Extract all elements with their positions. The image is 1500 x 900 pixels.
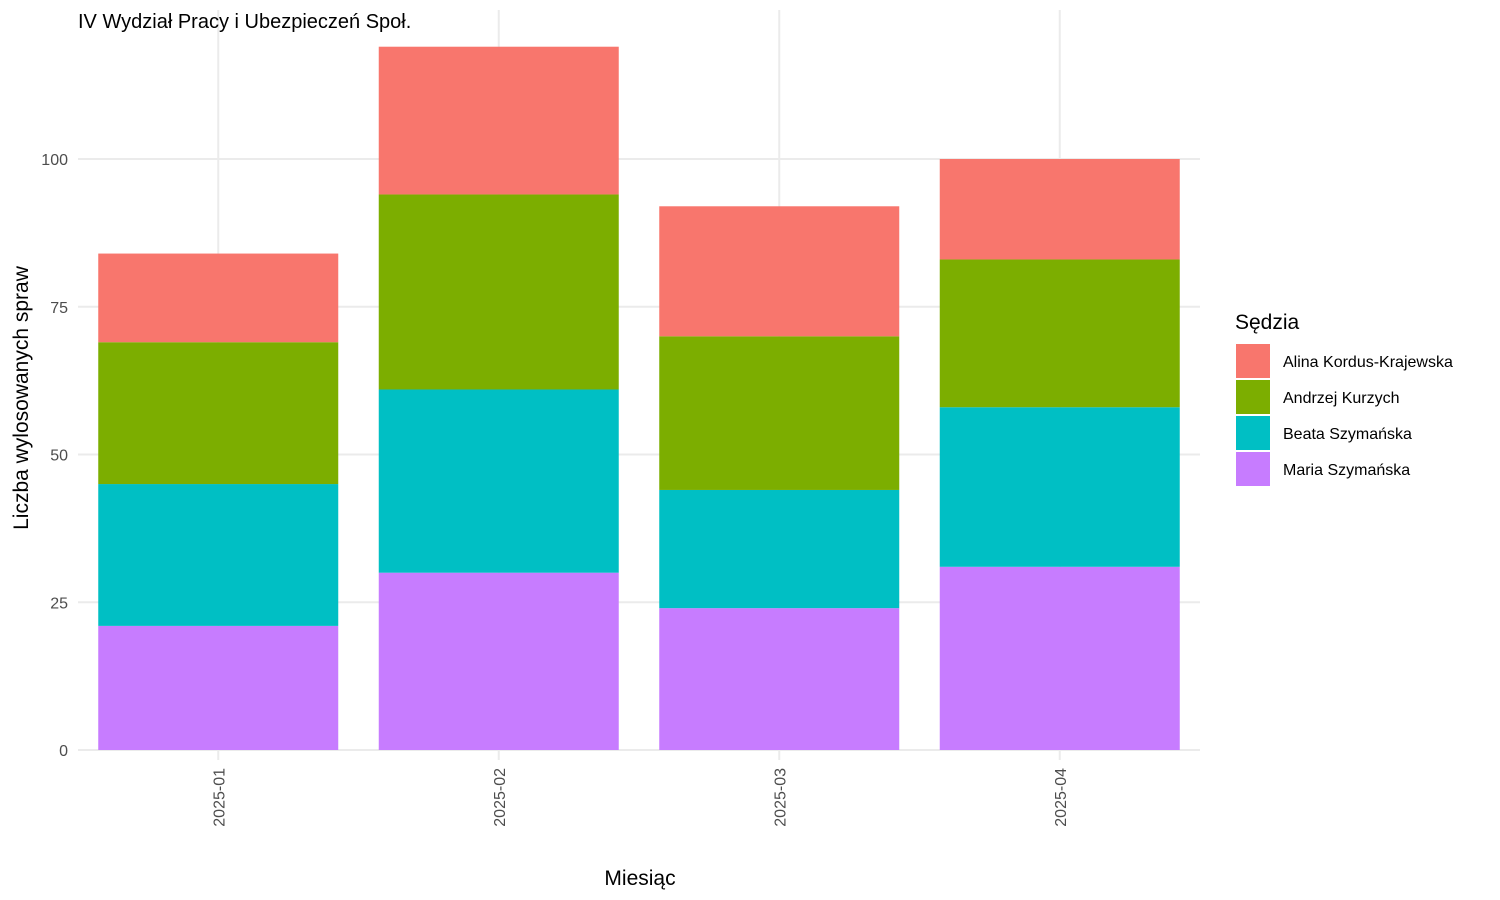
legend-label: Alina Kordus-Krajewska [1283, 354, 1453, 371]
bar-segment [98, 625, 339, 750]
bar-segment [659, 489, 900, 609]
legend-swatch [1236, 452, 1270, 486]
bar-segment [939, 159, 1180, 260]
bar-segment [659, 608, 900, 750]
legend-swatch [1236, 344, 1270, 378]
legend-label: Maria Szymańska [1283, 462, 1410, 479]
bar-segment [98, 253, 339, 343]
bar-segment [378, 572, 619, 750]
x-axis-ticks: 2025-01 2025-02 2025-03 2025-04 [211, 768, 1070, 827]
legend-label: Beata Szymańska [1283, 426, 1412, 443]
legend-label: Andrzej Kurzych [1283, 390, 1400, 407]
bar-segment [378, 46, 619, 195]
legend-swatch [1236, 380, 1270, 414]
bar-segment [939, 566, 1180, 750]
x-axis-title: Miesiąc [604, 867, 675, 890]
x-tick-label: 2025-02 [492, 768, 509, 827]
y-tick-label: 75 [50, 300, 68, 317]
bar-segment [939, 259, 1180, 408]
x-tick-label: 2025-03 [772, 768, 789, 827]
y-axis-title: Liczba wylosowanych spraw [10, 265, 33, 530]
bar-segment [98, 484, 339, 626]
y-tick-label: 25 [50, 595, 68, 612]
x-tick-label: 2025-01 [211, 768, 228, 827]
y-tick-label: 0 [59, 743, 68, 760]
legend-items: Alina Kordus-Krajewska Andrzej Kurzych Bea… [1236, 344, 1453, 486]
x-tick-label: 2025-04 [1053, 768, 1070, 827]
bar-segment [939, 407, 1180, 567]
legend-swatch [1236, 416, 1270, 450]
y-tick-label: 100 [41, 152, 68, 169]
bar-segment [378, 389, 619, 573]
bar-segment [659, 336, 900, 490]
legend: Sędzia Alina Kordus-Krajewska Andrzej Kur… [1235, 311, 1453, 486]
bar-segment [98, 342, 339, 485]
bar-segment [659, 206, 900, 337]
chart-title: IV Wydział Pracy i Ubezpieczeń Społ. [78, 11, 411, 33]
y-tick-label: 50 [50, 448, 68, 465]
bar-segment [378, 194, 619, 390]
y-axis-ticks: 0 25 50 75 100 [41, 152, 68, 760]
bars [98, 46, 1180, 750]
legend-title: Sędzia [1235, 311, 1300, 334]
